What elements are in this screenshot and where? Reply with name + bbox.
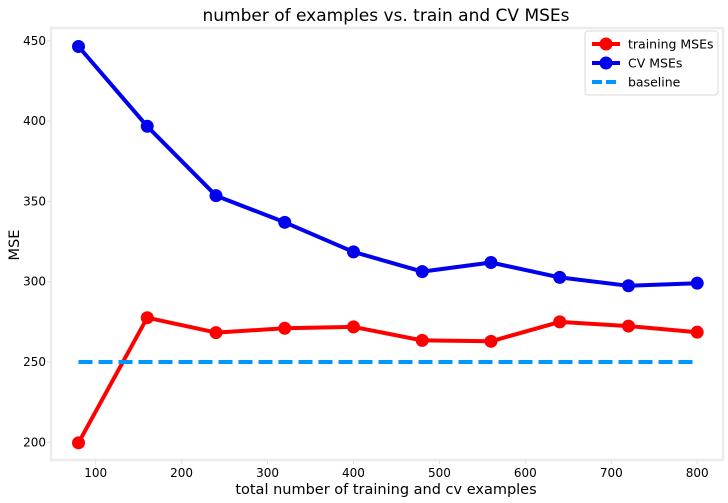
legend-item-baseline: baseline: [592, 75, 681, 90]
plot-border: [49, 26, 725, 462]
axis-ticks: 100 200 300 400 500 600 700 800 200 250 300 350 400 4…: [23, 34, 709, 480]
x-axis-label: total number of training and cv examples: [235, 482, 536, 498]
series-line-training-mses: [76, 315, 698, 444]
data-point-cv-mses: [278, 215, 292, 229]
data-point-cv-mses: [346, 245, 360, 259]
data-point-cv-mses: [415, 265, 429, 279]
legend-label-baseline: baseline: [628, 75, 681, 90]
data-point-cv-mses: [71, 39, 85, 53]
y-tick-label: 300: [23, 275, 46, 289]
x-tick-label: 500: [428, 466, 451, 480]
data-point-cv-mses: [690, 276, 704, 290]
data-point-cv-mses: [140, 119, 154, 133]
x-tick-label: 400: [342, 466, 365, 480]
data-point-training-mses: [209, 326, 223, 340]
data-point-cv-mses: [621, 279, 635, 293]
y-axis-label: MSE: [7, 230, 23, 261]
data-point-training-mses: [484, 334, 498, 348]
data-point-training-mses: [553, 315, 567, 329]
data-point-cv-mses: [553, 270, 567, 284]
x-tick-label: 100: [84, 466, 107, 480]
y-tick-label: 250: [23, 355, 46, 369]
x-tick-label: 700: [600, 466, 623, 480]
legend-box: [584, 30, 719, 96]
legend-marker-training-mses: [599, 37, 613, 51]
y-tick-label: 200: [23, 435, 46, 449]
legend-label-cv-mses: CV MSEs: [628, 56, 682, 71]
data-point-training-mses: [140, 311, 154, 325]
data-point-training-mses: [278, 321, 292, 335]
x-tick-label: 600: [514, 466, 537, 480]
x-tick-label: 800: [686, 466, 709, 480]
data-point-training-mses: [415, 333, 429, 347]
plot-area: [49, 26, 725, 462]
legend-marker-cv-mses: [599, 56, 613, 70]
chart-title: number of examples vs. train and CV MSEs: [202, 6, 569, 26]
series-cv-mses: [71, 39, 704, 293]
legend-item-cv-mses: CV MSEs: [592, 56, 682, 71]
data-point-training-mses: [621, 319, 635, 333]
data-point-training-mses: [71, 436, 85, 450]
data-point-cv-mses: [209, 189, 223, 203]
series-training-mses: [71, 311, 704, 450]
data-point-training-mses: [690, 325, 704, 339]
data-point-training-mses: [346, 320, 360, 334]
legend-item-training-mses: training MSEs: [592, 37, 714, 52]
x-tick-label: 300: [256, 466, 279, 480]
data-point-cv-mses: [484, 255, 498, 269]
legend-label-training-mses: training MSEs: [628, 37, 714, 52]
y-tick-label: 400: [23, 114, 46, 128]
legend: training MSEs CV MSEs baseline: [584, 30, 719, 96]
x-tick-label: 200: [170, 466, 193, 480]
series-layer: [71, 39, 704, 450]
series-line-cv-mses: [76, 45, 698, 288]
y-tick-label: 450: [23, 34, 46, 48]
y-tick-label: 350: [23, 194, 46, 208]
